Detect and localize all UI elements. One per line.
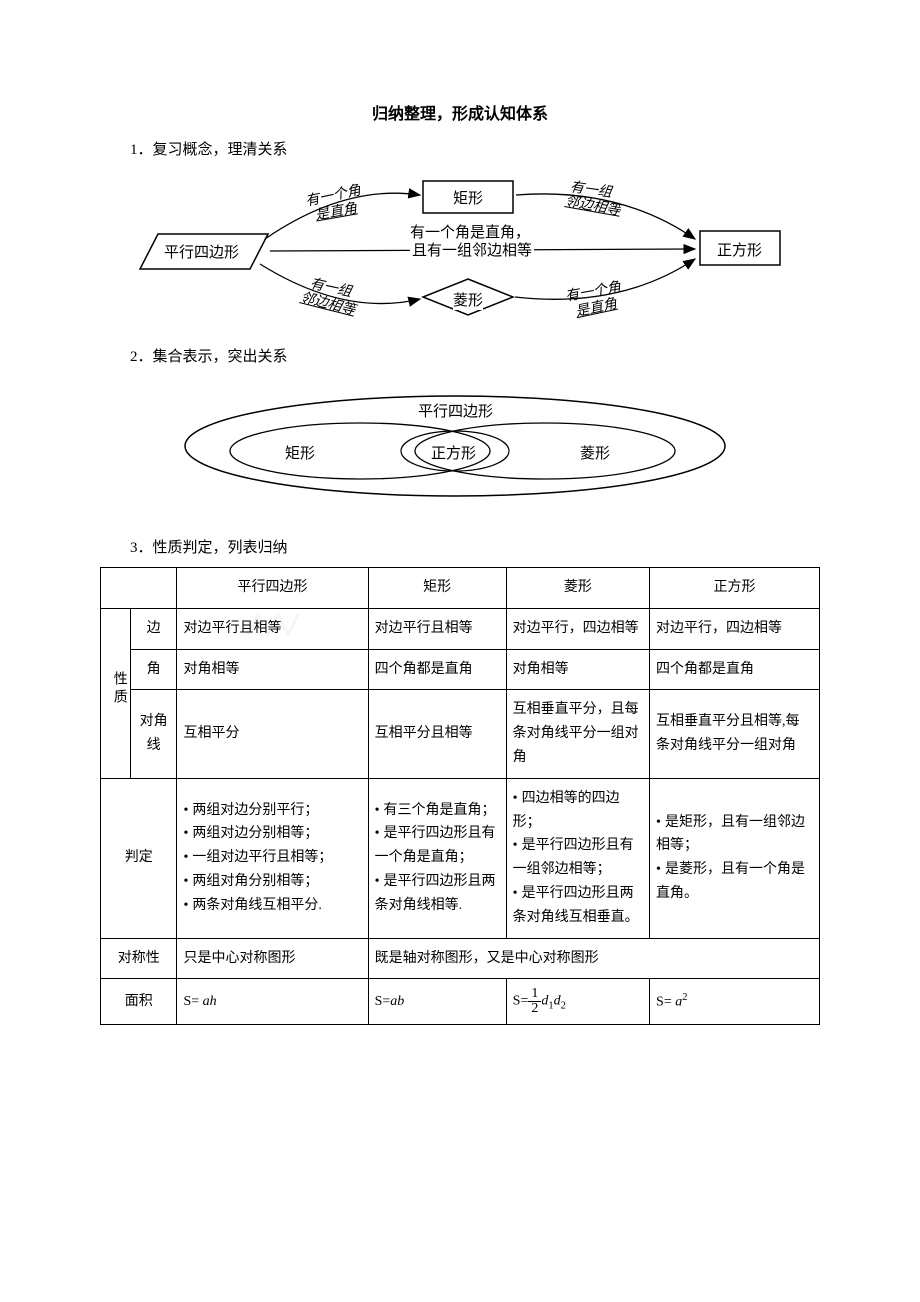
diag-rhomb: 互相垂直平分，且每条对角线平分一组对角 — [506, 690, 649, 778]
diag-label: 对角线 — [130, 690, 177, 778]
angle-label: 角 — [130, 649, 177, 690]
section-1-label: 1．复习概念，理清关系 — [130, 138, 820, 159]
header-parallelogram: 平行四边形 — [177, 568, 368, 609]
angle-par: 对角相等 — [177, 649, 368, 690]
flow-rectangle-label: 矩形 — [453, 187, 483, 208]
side-par: 对边平行且相等 — [177, 608, 368, 649]
side-label: 边 — [130, 608, 177, 649]
header-rhombus: 菱形 — [506, 568, 649, 609]
area-rhomb: S=12d1d2 — [506, 979, 649, 1025]
flow-square-label: 正方形 — [717, 239, 762, 260]
angle-rect: 四个角都是直角 — [368, 649, 506, 690]
side-rhomb: 对边平行，四边相等 — [506, 608, 649, 649]
table-row: 角 对角相等 四个角都是直角 对角相等 四个角都是直角 — [101, 649, 820, 690]
table-row: 对角线 互相平分 互相平分且相等 互相垂直平分，且每条对角线平分一组对角 互相垂… — [101, 690, 820, 778]
header-square: 正方形 — [650, 568, 820, 609]
properties-table: 平行四边形 矩形 菱形 正方形 性质 边 对边平行且相等 对边平行且相等 对边平… — [100, 567, 820, 1025]
table-row: 性质 边 对边平行且相等 对边平行且相等 对边平行，四边相等 对边平行，四边相等 — [101, 608, 820, 649]
judge-rhomb: 四边相等的四边形； 是平行四边形且有一组邻边相等； 是平行四边形且两条对角线互相… — [506, 778, 649, 938]
judge-sq: 是矩形，且有一组邻边相等； 是菱形，且有一个角是直角。 — [650, 778, 820, 938]
flow-rhombus-label: 菱形 — [453, 289, 483, 310]
angle-rhomb: 对角相等 — [506, 649, 649, 690]
flow-parallelogram-label: 平行四边形 — [164, 241, 239, 262]
props-label: 性质 — [101, 608, 131, 778]
area-par: S= ah — [177, 979, 368, 1025]
sym-label: 对称性 — [101, 938, 177, 979]
judge-rect: 有三个角是直角； 是平行四边形且有一个角是直角； 是平行四边形且两条对角线相等. — [368, 778, 506, 938]
area-label: 面积 — [101, 979, 177, 1025]
table-row: 对称性 只是中心对称图形 既是轴对称图形，又是中心对称图形 — [101, 938, 820, 979]
section-2-label: 2．集合表示，突出关系 — [130, 345, 820, 366]
venn-rhomb-label: 菱形 — [580, 442, 610, 463]
area-sq: S= a2 — [650, 979, 820, 1025]
table-row: 面积 S= ah S=ab S=12d1d2 S= a2 — [101, 979, 820, 1025]
judge-label: 判定 — [101, 778, 177, 938]
diag-par: 互相平分 — [177, 690, 368, 778]
area-rect: S=ab — [368, 979, 506, 1025]
sym-other: 既是轴对称图形，又是中心对称图形 — [368, 938, 819, 979]
header-rectangle: 矩形 — [368, 568, 506, 609]
concept-flow-diagram: 平行四边形 矩形 菱形 正方形 有一个角 是直角 有一组 邻边相等 有一个角是直… — [100, 169, 820, 329]
venn-diagram: 平行四边形 矩形 正方形 菱形 — [100, 376, 820, 516]
diag-rect: 互相平分且相等 — [368, 690, 506, 778]
venn-rect-label: 矩形 — [285, 442, 315, 463]
edge-mid-bot: 且有一组邻边相等 — [410, 239, 534, 260]
angle-sq: 四个角都是直角 — [650, 649, 820, 690]
section-3-label: 3．性质判定，列表归纳 — [130, 536, 820, 557]
venn-outer-label: 平行四边形 — [418, 400, 493, 421]
page-title: 归纳整理，形成认知体系 — [100, 100, 820, 124]
judge-par: 两组对边分别平行； 两组对边分别相等； 一组对边平行且相等； 两组对角分别相等；… — [177, 778, 368, 938]
side-rect: 对边平行且相等 — [368, 608, 506, 649]
venn-square-label: 正方形 — [431, 442, 476, 463]
side-sq: 对边平行，四边相等 — [650, 608, 820, 649]
table-row: 平行四边形 矩形 菱形 正方形 — [101, 568, 820, 609]
table-row: 判定 两组对边分别平行； 两组对边分别相等； 一组对边平行且相等； 两组对角分别… — [101, 778, 820, 938]
sym-par: 只是中心对称图形 — [177, 938, 368, 979]
diag-sq: 互相垂直平分且相等,每条对角线平分一组对角 — [650, 690, 820, 778]
